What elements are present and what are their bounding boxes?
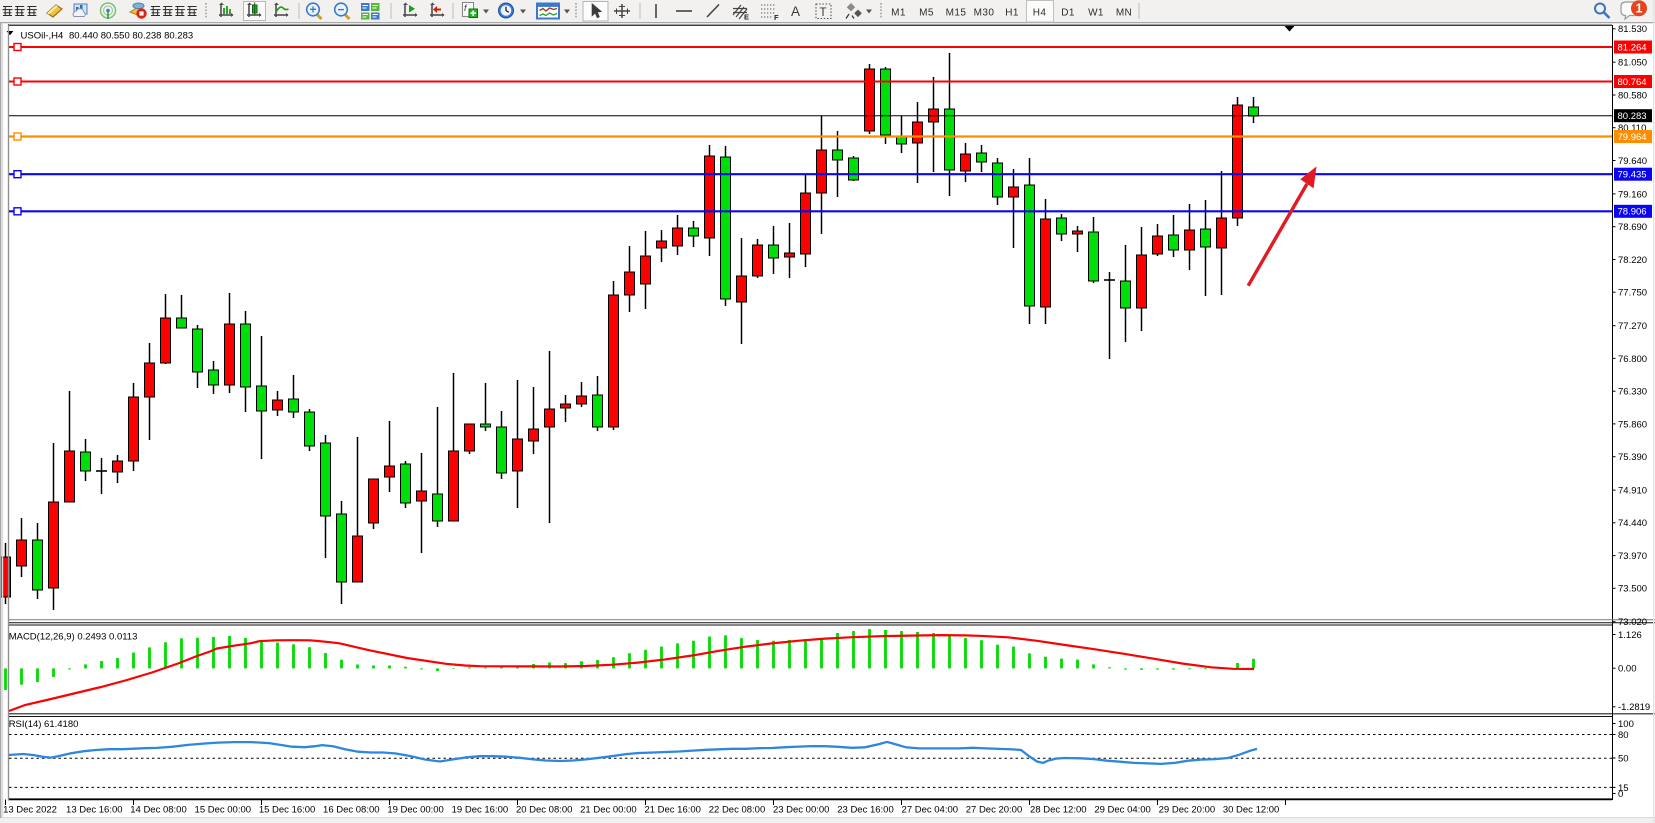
svg-text:80: 80 bbox=[1618, 730, 1629, 741]
svg-text:19 Dec 00:00: 19 Dec 00:00 bbox=[387, 804, 444, 815]
svg-text:15: 15 bbox=[1618, 783, 1629, 794]
svg-text:79.640: 79.640 bbox=[1618, 156, 1647, 167]
svg-text:76.800: 76.800 bbox=[1618, 354, 1647, 365]
svg-text:78.690: 78.690 bbox=[1618, 222, 1647, 233]
svg-text:f: f bbox=[464, 3, 468, 13]
svg-text:MACD(12,26,9) 0.2493 0.0113: MACD(12,26,9) 0.2493 0.0113 bbox=[9, 632, 138, 643]
svg-text:22 Dec 08:00: 22 Dec 08:00 bbox=[709, 804, 766, 815]
svg-text:74.440: 74.440 bbox=[1618, 518, 1647, 529]
svg-text:A: A bbox=[791, 4, 800, 19]
svg-text:20 Dec 08:00: 20 Dec 08:00 bbox=[516, 804, 573, 815]
svg-text:13 Dec 16:00: 13 Dec 16:00 bbox=[66, 804, 123, 815]
svg-text:100: 100 bbox=[1618, 719, 1634, 730]
svg-text:29 Dec 04:00: 29 Dec 04:00 bbox=[1094, 804, 1151, 815]
svg-text:27 Dec 20:00: 27 Dec 20:00 bbox=[966, 804, 1023, 815]
svg-text:14 Dec 08:00: 14 Dec 08:00 bbox=[130, 804, 187, 815]
svg-text:73.970: 73.970 bbox=[1618, 551, 1647, 562]
svg-text:21 Dec 16:00: 21 Dec 16:00 bbox=[644, 804, 701, 815]
svg-text:1.126: 1.126 bbox=[1618, 630, 1642, 641]
svg-text:1: 1 bbox=[1636, 2, 1643, 16]
svg-text:75.860: 75.860 bbox=[1618, 419, 1647, 430]
svg-text:+: + bbox=[309, 3, 316, 17]
svg-text:29 Dec 20:00: 29 Dec 20:00 bbox=[1159, 804, 1216, 815]
svg-text:79.964: 79.964 bbox=[1618, 132, 1647, 143]
svg-text:80.764: 80.764 bbox=[1618, 77, 1647, 88]
svg-text:RSI(14) 61.4180: RSI(14) 61.4180 bbox=[9, 719, 79, 730]
svg-text:80.110: 80.110 bbox=[1618, 123, 1646, 134]
svg-text:19 Dec 16:00: 19 Dec 16:00 bbox=[452, 804, 509, 815]
svg-text:74.910: 74.910 bbox=[1618, 486, 1647, 497]
svg-text:81.264: 81.264 bbox=[1618, 42, 1647, 53]
svg-text:23 Dec 16:00: 23 Dec 16:00 bbox=[837, 804, 894, 815]
svg-text:73.020: 73.020 bbox=[1618, 617, 1647, 628]
svg-text:T: T bbox=[820, 7, 827, 19]
svg-text:H1: H1 bbox=[1005, 7, 1019, 18]
svg-text:28 Dec 12:00: 28 Dec 12:00 bbox=[1030, 804, 1087, 815]
svg-text:D1: D1 bbox=[1061, 7, 1075, 18]
svg-text:77.270: 77.270 bbox=[1618, 321, 1647, 332]
svg-text:13 Dec 2022: 13 Dec 2022 bbox=[3, 804, 57, 815]
svg-text:81.530: 81.530 bbox=[1618, 24, 1647, 35]
svg-text:15 Dec 00:00: 15 Dec 00:00 bbox=[195, 804, 252, 815]
svg-text:16 Dec 08:00: 16 Dec 08:00 bbox=[323, 804, 380, 815]
svg-text:M15: M15 bbox=[946, 7, 967, 18]
svg-text:77.750: 77.750 bbox=[1618, 288, 1647, 299]
svg-text:F: F bbox=[774, 13, 779, 22]
svg-text:79.435: 79.435 bbox=[1618, 170, 1647, 181]
svg-text:80.580: 80.580 bbox=[1618, 90, 1647, 101]
svg-text:27 Dec 04:00: 27 Dec 04:00 bbox=[902, 804, 959, 815]
svg-text:23 Dec 00:00: 23 Dec 00:00 bbox=[773, 804, 830, 815]
svg-text:M1: M1 bbox=[891, 7, 906, 18]
svg-text:-1.2819: -1.2819 bbox=[1618, 702, 1650, 713]
svg-text:USOil-,H4: USOil-,H4 bbox=[21, 31, 64, 42]
svg-text:E: E bbox=[744, 13, 749, 22]
svg-text:80.283: 80.283 bbox=[1618, 111, 1647, 122]
svg-text:MN: MN bbox=[1116, 7, 1132, 18]
svg-text:73.500: 73.500 bbox=[1618, 584, 1647, 595]
svg-text:78.906: 78.906 bbox=[1618, 207, 1647, 218]
svg-text:80.440 80.550 80.238 80.283: 80.440 80.550 80.238 80.283 bbox=[69, 31, 193, 42]
svg-text:30 Dec 12:00: 30 Dec 12:00 bbox=[1223, 804, 1280, 815]
svg-text:M5: M5 bbox=[919, 7, 934, 18]
svg-text:75.390: 75.390 bbox=[1618, 452, 1647, 463]
svg-text:79.160: 79.160 bbox=[1618, 189, 1647, 200]
svg-text:21 Dec 00:00: 21 Dec 00:00 bbox=[580, 804, 637, 815]
svg-text:0: 0 bbox=[1618, 789, 1623, 800]
svg-text:H4: H4 bbox=[1033, 7, 1047, 18]
svg-text:76.330: 76.330 bbox=[1618, 387, 1647, 398]
svg-text:81.050: 81.050 bbox=[1618, 58, 1647, 69]
svg-text:W1: W1 bbox=[1088, 7, 1104, 18]
svg-text:0.00: 0.00 bbox=[1618, 664, 1637, 675]
svg-text:15 Dec 16:00: 15 Dec 16:00 bbox=[259, 804, 316, 815]
svg-text:M30: M30 bbox=[974, 7, 995, 18]
svg-text:−: − bbox=[337, 3, 344, 17]
svg-text:78.220: 78.220 bbox=[1618, 255, 1647, 266]
svg-text:50: 50 bbox=[1618, 753, 1629, 764]
